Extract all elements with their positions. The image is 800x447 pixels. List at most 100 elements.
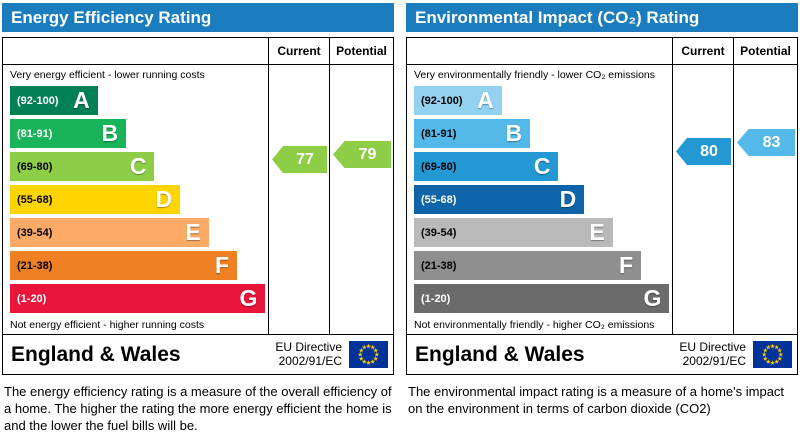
band-letter: G [643, 285, 662, 311]
band-bar-d: (55-68) D [414, 185, 585, 214]
top-caption: Very energy efficient - lower running co… [10, 68, 205, 81]
bottom-caption: Not energy efficient - higher running co… [10, 318, 205, 331]
table-footer: England & Wales EU Directive 2002/91/EC [3, 334, 393, 374]
band-range-label: (69-80) [17, 160, 53, 173]
eu-directive-line2: 2002/91/EC [278, 353, 342, 368]
band-bar-f: (21-38) F [414, 251, 642, 280]
top-caption: Very environmentally friendly - lower CO… [414, 68, 655, 81]
band-row-e: (39-54) E [3, 216, 268, 249]
band-letter: G [239, 285, 258, 311]
eu-directive-label: EU Directive 2002/91/EC [679, 340, 746, 368]
current-rating-value: 80 [700, 142, 718, 160]
epc-rating-charts: Energy Efficiency Rating Current Potenti… [2, 3, 798, 434]
band-range-label: (69-80) [421, 160, 457, 173]
energy-rating-table: Current Potential Very energy efficient … [2, 37, 394, 375]
current-column-header: Current [268, 38, 329, 64]
potential-rating-value: 83 [762, 133, 781, 151]
environmental-rating-table: Current Potential Very environmentally f… [406, 37, 798, 375]
band-bar-e: (39-54) E [10, 218, 209, 247]
eu-directive-line1: EU Directive [275, 340, 342, 355]
band-bar-a: (92-100) A [10, 86, 98, 115]
band-row-g: (1-20) G [407, 282, 672, 315]
band-range-label: (81-91) [17, 127, 53, 140]
potential-column-header: Potential [733, 38, 797, 64]
band-letter: E [185, 219, 201, 245]
table-corner-cell [3, 38, 268, 64]
band-row-c: (69-80) C [3, 150, 268, 183]
band-row-a: (92-100) A [407, 84, 672, 117]
band-range-label: (39-54) [421, 226, 457, 239]
current-value-column: 77 [268, 64, 329, 334]
band-bar-a: (92-100) A [414, 86, 502, 115]
band-row-b: (81-91) B [407, 117, 672, 150]
band-bar-d: (55-68) D [10, 185, 181, 214]
band-row-c: (69-80) C [407, 150, 672, 183]
potential-value-column: 79 [329, 64, 393, 334]
table-corner-cell [407, 38, 672, 64]
band-range-label: (21-38) [17, 259, 53, 272]
band-letter: D [155, 186, 173, 212]
current-rating-arrow: 77 [272, 146, 327, 173]
bottom-caption: Not environmentally friendly - higher CO… [414, 318, 655, 331]
eu-directive-label: EU Directive 2002/91/EC [275, 340, 342, 368]
potential-rating-value: 79 [358, 145, 377, 163]
current-value-column: 80 [672, 64, 733, 334]
band-list: (92-100) A (81-91) B (69-80) C [3, 84, 268, 315]
current-rating-value: 77 [296, 150, 314, 168]
band-list: (92-100) A (81-91) B (69-80) C [407, 84, 672, 315]
band-range-label: (55-68) [421, 193, 457, 206]
band-letter: C [129, 153, 147, 179]
band-bar-e: (39-54) E [414, 218, 613, 247]
band-range-label: (21-38) [421, 259, 457, 272]
band-letter: B [505, 120, 523, 146]
band-range-label: (92-100) [421, 94, 463, 107]
potential-value-column: 83 [733, 64, 797, 334]
band-range-label: (81-91) [421, 127, 457, 140]
current-rating-arrow: 80 [676, 138, 731, 165]
band-letter: B [101, 120, 119, 146]
band-row-f: (21-38) F [407, 249, 672, 282]
band-letter: A [73, 87, 90, 113]
band-letter: F [618, 252, 634, 278]
table-footer: England & Wales EU Directive 2002/91/EC [407, 334, 797, 374]
energy-band-chart: Very energy efficient - lower running co… [3, 64, 268, 334]
band-bar-f: (21-38) F [10, 251, 238, 280]
band-row-a: (92-100) A [3, 84, 268, 117]
band-bar-b: (81-91) B [414, 119, 531, 148]
band-letter: D [559, 186, 577, 212]
band-range-label: (92-100) [17, 94, 59, 107]
potential-rating-arrow: 83 [737, 129, 795, 156]
band-bar-c: (69-80) C [10, 152, 155, 181]
band-bar-b: (81-91) B [10, 119, 127, 148]
region-label: England & Wales [415, 342, 585, 366]
band-row-f: (21-38) F [3, 249, 268, 282]
band-letter: F [214, 252, 230, 278]
potential-column-header: Potential [329, 38, 393, 64]
environmental-impact-panel: Environmental Impact (CO₂) Rating Curren… [406, 3, 798, 434]
region-label: England & Wales [11, 342, 181, 366]
band-range-label: (1-20) [421, 292, 451, 305]
band-bar-g: (1-20) G [414, 284, 670, 313]
band-bar-g: (1-20) G [10, 284, 266, 313]
environmental-panel-title: Environmental Impact (CO₂) Rating [406, 3, 798, 32]
band-range-label: (55-68) [17, 193, 53, 206]
eu-flag-icon [753, 341, 792, 368]
band-row-d: (55-68) D [407, 183, 672, 216]
band-row-b: (81-91) B [3, 117, 268, 150]
band-bar-c: (69-80) C [414, 152, 559, 181]
band-row-e: (39-54) E [407, 216, 672, 249]
energy-panel-title: Energy Efficiency Rating [2, 3, 394, 32]
band-letter: A [477, 87, 494, 113]
band-range-label: (1-20) [17, 292, 47, 305]
band-letter: E [589, 219, 605, 245]
eu-flag-icon [349, 341, 388, 368]
potential-rating-arrow: 79 [333, 141, 391, 168]
band-row-g: (1-20) G [3, 282, 268, 315]
energy-description-text: The energy efficiency rating is a measur… [4, 384, 392, 434]
band-range-label: (39-54) [17, 226, 53, 239]
band-row-d: (55-68) D [3, 183, 268, 216]
band-letter: C [533, 153, 551, 179]
eu-directive-line1: EU Directive [679, 340, 746, 355]
energy-efficiency-panel: Energy Efficiency Rating Current Potenti… [2, 3, 394, 434]
environmental-description-text: The environmental impact rating is a mea… [408, 384, 785, 417]
